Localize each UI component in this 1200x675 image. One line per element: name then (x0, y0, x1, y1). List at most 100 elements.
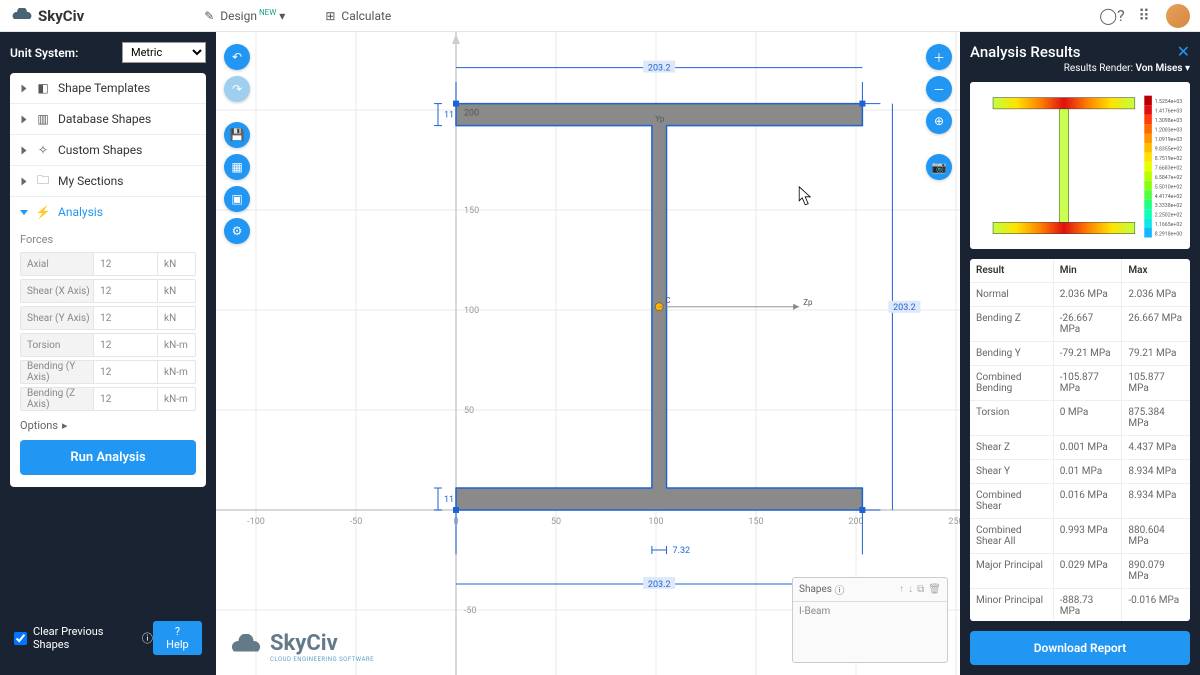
force-input[interactable]: 12 (93, 388, 157, 410)
topbar: SkyCiv ✎ DesignNEW ▾ ⊞ Calculate ◯? ⠿ (0, 0, 1200, 32)
options-link[interactable]: Options▸ (20, 419, 196, 432)
force-name: Shear (Y Axis) (21, 307, 93, 329)
svg-text:1.5254e+03: 1.5254e+03 (1155, 99, 1183, 105)
force-unit: kN-m (157, 361, 195, 383)
force-name: Bending (Z Axis) (21, 388, 93, 410)
custom-icon: ✧ (36, 143, 50, 157)
svg-text:2.2502e+02: 2.2502e+02 (1155, 213, 1183, 219)
folder-icon: 🗀 (36, 174, 50, 188)
canvas[interactable]: -100-50050100150200250300-50501001502002… (216, 32, 960, 675)
table-row: Bending Y-79.21 MPa79.21 MPa (970, 342, 1190, 366)
undo-button[interactable]: ↶ (224, 44, 250, 70)
force-row: Torsion 12 kN-m (20, 333, 196, 357)
svg-text:C: C (665, 296, 670, 305)
force-unit: kN (157, 253, 195, 275)
results-table: Result Min Max Normal2.036 MPa2.036 MPaB… (970, 259, 1190, 621)
camera-button[interactable]: 📷 (926, 154, 952, 180)
force-unit: kN (157, 307, 195, 329)
force-unit: kN-m (157, 334, 195, 356)
help-button[interactable]: ? Help (153, 621, 202, 655)
zoom-in-button[interactable]: ＋ (926, 44, 952, 70)
help-icon[interactable]: ◯? (1102, 6, 1122, 26)
table-row: Bending Z-26.667 MPa26.667 MPa (970, 307, 1190, 342)
copy-icon[interactable]: ⧉ (917, 584, 924, 595)
force-input[interactable]: 12 (93, 253, 157, 275)
svg-text:1.4176e+03: 1.4176e+03 (1155, 109, 1183, 115)
svg-text:250: 250 (948, 517, 960, 527)
shapes-panel: Shapes ⓘ ↑ ↓ ⧉ 🗑 I-Beam (792, 577, 948, 663)
acc-database-shapes[interactable]: ▥ Database Shapes (10, 104, 206, 134)
svg-text:7.32: 7.32 (673, 546, 691, 556)
svg-text:1.0919e+03: 1.0919e+03 (1155, 137, 1183, 143)
svg-text:8.2918e+00: 8.2918e+00 (1155, 232, 1183, 238)
zoom-out-button[interactable]: － (926, 76, 952, 102)
svg-text:4.4174e+02: 4.4174e+02 (1155, 194, 1183, 200)
move-up-icon[interactable]: ↑ (899, 584, 904, 595)
force-input[interactable]: 12 (93, 280, 157, 302)
svg-text:203.2: 203.2 (893, 303, 916, 313)
force-input[interactable]: 12 (93, 361, 157, 383)
table-row: Minor Principal-888.73 MPa-0.016 MPa (970, 589, 1190, 621)
svg-text:-50: -50 (464, 606, 477, 616)
pencil-icon: ✎ (204, 9, 214, 23)
render-selector[interactable]: Results Render: Von Mises ▾ (970, 63, 1190, 74)
menu-design[interactable]: ✎ DesignNEW ▾ (204, 8, 285, 23)
layers-button[interactable]: ▣ (224, 186, 250, 212)
svg-text:Yp: Yp (655, 115, 665, 124)
settings-button[interactable]: ⚙ (224, 218, 250, 244)
sidebar-accordion: ◧ Shape Templates ▥ Database Shapes ✧ Cu… (10, 73, 206, 487)
clear-previous-checkbox[interactable]: Clear Previous Shapes ⓘ (14, 625, 153, 651)
acc-shape-templates[interactable]: ◧ Shape Templates (10, 73, 206, 103)
svg-text:150: 150 (748, 517, 763, 527)
force-input[interactable]: 12 (93, 334, 157, 356)
avatar[interactable] (1166, 4, 1190, 28)
logo[interactable]: SkyCiv (10, 7, 84, 25)
templates-icon: ◧ (36, 81, 50, 95)
clear-checkbox-input[interactable] (14, 632, 27, 645)
svg-text:50: 50 (464, 406, 474, 416)
force-row: Bending (Z Axis) 12 kN-m (20, 387, 196, 411)
delete-icon[interactable]: 🗑 (928, 584, 941, 595)
database-icon: ▥ (36, 112, 50, 126)
results-panel: Analysis Results ✕ Results Render: Von M… (960, 32, 1200, 675)
download-report-button[interactable]: Download Report (970, 631, 1190, 665)
close-icon[interactable]: ✕ (1177, 42, 1190, 61)
force-input[interactable]: 12 (93, 307, 157, 329)
svg-text:Zp: Zp (803, 298, 813, 307)
run-analysis-button[interactable]: Run Analysis (20, 440, 196, 475)
bolt-icon: ⚡ (36, 205, 50, 219)
results-title: Analysis Results (970, 43, 1081, 61)
svg-text:1.2003e+03: 1.2003e+03 (1155, 128, 1183, 134)
svg-text:-50: -50 (350, 517, 363, 527)
unit-select[interactable]: Metric (122, 42, 206, 63)
fit-button[interactable]: ⊕ (926, 108, 952, 134)
grid-button[interactable]: ▦ (224, 154, 250, 180)
acc-custom-shapes[interactable]: ✧ Custom Shapes (10, 135, 206, 165)
svg-text:6.5847e+02: 6.5847e+02 (1155, 175, 1183, 181)
table-row: Major Principal0.029 MPa890.079 MPa (970, 554, 1190, 589)
svg-text:50: 50 (551, 517, 561, 527)
svg-text:150: 150 (464, 206, 479, 216)
topbar-menu: ✎ DesignNEW ▾ ⊞ Calculate (204, 8, 391, 23)
shapes-list-item[interactable]: I-Beam (793, 602, 947, 662)
svg-text:11: 11 (444, 111, 454, 121)
force-row: Shear (X Axis) 12 kN (20, 279, 196, 303)
right-toolbar: ＋ － ⊕ 📷 (926, 44, 952, 180)
svg-text:5.5010e+02: 5.5010e+02 (1155, 184, 1183, 190)
unit-label: Unit System: (10, 46, 78, 60)
info-icon[interactable]: ⓘ (834, 582, 844, 597)
force-row: Shear (Y Axis) 12 kN (20, 306, 196, 330)
menu-calculate[interactable]: ⊞ Calculate (325, 8, 391, 23)
left-rail: Unit System: Metric ◧ Shape Templates ▥ … (0, 32, 216, 675)
cloud-icon (228, 634, 264, 660)
save-button[interactable]: 💾 (224, 122, 250, 148)
acc-analysis[interactable]: ⚡ Analysis (10, 197, 206, 227)
move-down-icon[interactable]: ↓ (908, 584, 913, 595)
svg-text:7.6683e+02: 7.6683e+02 (1155, 165, 1183, 171)
redo-button[interactable]: ↷ (224, 76, 250, 102)
apps-icon[interactable]: ⠿ (1134, 6, 1154, 26)
acc-my-sections[interactable]: 🗀 My Sections (10, 166, 206, 196)
svg-text:-100: -100 (247, 517, 265, 527)
svg-text:203.2: 203.2 (648, 64, 671, 74)
force-name: Torsion (21, 334, 93, 356)
